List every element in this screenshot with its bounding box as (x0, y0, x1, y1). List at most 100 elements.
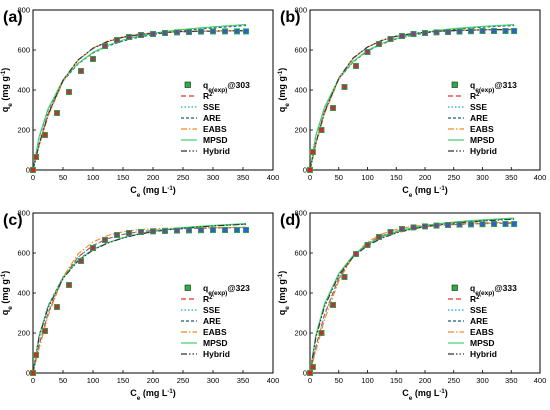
y-tick-label: 600 (17, 249, 30, 258)
legend-label: R2 (203, 91, 213, 101)
legend-label: ARE (470, 316, 488, 326)
panel-label: (b) (280, 9, 300, 26)
chart-panel-b: (b) 0 50 100 150 200 250 300 350 400 0 200 400 600 800… (277, 6, 546, 199)
data-point (29, 166, 36, 173)
data-point (78, 257, 85, 264)
legend-marker (451, 81, 458, 88)
legend-label: R2 (203, 294, 213, 304)
legend-marker (184, 284, 191, 291)
x-tick-label: 50 (59, 376, 67, 385)
fit-line-hybrid (32, 30, 247, 171)
data-point (197, 227, 204, 234)
plot-frame (32, 212, 274, 374)
data-point (209, 28, 216, 35)
x-tick-label: 400 (534, 376, 547, 385)
y-tick-label: 0 (26, 369, 30, 378)
y-tick-label: 600 (294, 249, 307, 258)
data-point (341, 273, 348, 280)
legend-label: SSE (203, 305, 220, 315)
legend-label: MPSD (203, 135, 228, 145)
data-point (66, 89, 73, 96)
data-point (185, 28, 192, 35)
chart-panel-a: (a) 0 50 100 150 200 250 300 350 400 0 200 400 600 800… (0, 6, 279, 199)
data-point (233, 28, 240, 35)
y-axis-title: qe (mg g-1) (277, 68, 291, 112)
legend-marker (451, 284, 458, 291)
data-point (329, 105, 336, 112)
x-tick-label: 150 (390, 173, 403, 182)
data-point (306, 166, 313, 173)
data-point (149, 30, 156, 37)
legend-label: MPSD (203, 338, 228, 348)
data-point (502, 27, 509, 34)
y-tick-label: 400 (294, 289, 307, 298)
y-tick-label: 800 (294, 6, 307, 15)
data-point (329, 301, 336, 308)
data-point (209, 226, 216, 233)
x-tick-label: 150 (117, 173, 130, 182)
data-point (221, 28, 228, 35)
data-point (456, 221, 463, 228)
chart-panel-c: (c) 0 50 100 150 200 250 300 350 400 0 200 400 600 800… (0, 209, 279, 402)
data-point (242, 28, 249, 35)
data-point (511, 220, 518, 227)
data-point (233, 226, 240, 233)
legend-label: EABS (470, 124, 494, 134)
x-axis-title: Ce (mg L-1) (402, 185, 447, 199)
x-tick-label: 300 (207, 173, 220, 182)
data-point (421, 223, 428, 230)
y-tick-label: 200 (294, 329, 307, 338)
data-point (309, 363, 316, 370)
x-tick-label: 250 (447, 173, 460, 182)
x-tick-label: 0 (308, 173, 312, 182)
y-tick-label: 600 (17, 46, 30, 55)
data-point (114, 231, 121, 238)
y-tick-label: 800 (17, 209, 30, 218)
data-point (364, 49, 371, 56)
x-tick-label: 50 (335, 173, 343, 182)
data-point (306, 369, 313, 376)
legend-label: Hybrid (203, 349, 230, 359)
y-axis-title: qe (mg g-1) (0, 271, 14, 315)
x-tick-label: 350 (237, 173, 250, 182)
data-point (173, 227, 180, 234)
legend-label: Hybrid (470, 349, 497, 359)
x-tick-label: 100 (361, 173, 374, 182)
legend-label: MPSD (470, 338, 495, 348)
data-point (375, 41, 382, 48)
x-tick-label: 50 (335, 376, 343, 385)
data-point (502, 220, 509, 227)
y-tick-label: 400 (294, 86, 307, 95)
data-point (197, 28, 204, 35)
data-point (364, 241, 371, 248)
y-tick-label: 200 (17, 126, 30, 135)
y-tick-label: 0 (303, 369, 307, 378)
data-point (387, 228, 394, 235)
x-tick-label: 300 (476, 173, 489, 182)
data-point (490, 27, 497, 34)
panel-label: (d) (280, 212, 300, 229)
legend-label: SSE (470, 102, 487, 112)
fit-line-hybrid (32, 223, 247, 374)
panel-label: (a) (3, 9, 23, 26)
data-point (126, 229, 133, 236)
data-point (444, 221, 451, 228)
legend-label: qe(exp)@313 (470, 80, 517, 94)
data-point (352, 250, 359, 257)
legend-label: SSE (203, 102, 220, 112)
x-tick-label: 300 (207, 376, 220, 385)
chart-panel-d: (d) 0 50 100 150 200 250 300 350 400 0 200 400 600 800… (277, 209, 546, 402)
data-point (375, 233, 382, 240)
data-point (479, 221, 486, 228)
legend-label: MPSD (470, 135, 495, 145)
legend-label: EABS (470, 327, 494, 337)
x-tick-label: 250 (177, 173, 190, 182)
data-point (161, 227, 168, 234)
data-point (490, 220, 497, 227)
y-tick-label: 200 (17, 329, 30, 338)
x-tick-label: 400 (267, 376, 280, 385)
data-point (137, 228, 144, 235)
data-point (54, 110, 61, 117)
legend-label: EABS (203, 327, 227, 337)
x-tick-label: 100 (87, 376, 100, 385)
